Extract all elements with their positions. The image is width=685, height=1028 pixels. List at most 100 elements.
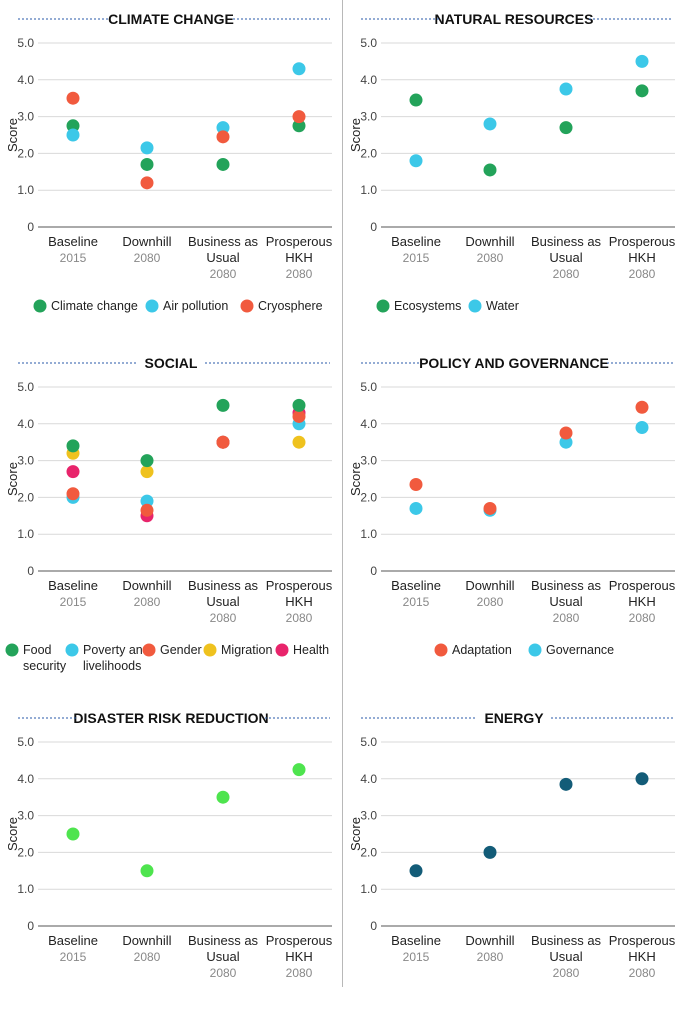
data-point-food-security — [66, 439, 80, 453]
x-category-year: 2015 — [403, 595, 430, 609]
data-point-climate-change — [140, 157, 154, 171]
x-category-label: Usual — [206, 594, 239, 609]
data-point-food-security — [140, 454, 154, 468]
legend-swatch-health — [275, 643, 289, 657]
x-category-year: 2080 — [134, 950, 161, 964]
y-axis-label: Score — [348, 817, 363, 851]
x-category-year: 2080 — [477, 251, 504, 265]
data-point-ecosystems — [409, 93, 423, 107]
y-tick-label: 1.0 — [360, 527, 377, 541]
data-point-migration — [292, 435, 306, 449]
data-point-adaptation — [635, 400, 649, 414]
data-point-adaptation — [559, 426, 573, 440]
legend-swatch-poverty-and-livelihoods — [65, 643, 79, 657]
legend-label: Ecosystems — [394, 299, 461, 313]
x-category-year: 2080 — [553, 267, 580, 281]
panel-energy: ENERGY 0 1.0 2.0 3.0 4.0 5.0 Score Baseline 2015 D… — [343, 699, 685, 1028]
data-point-cryosphere — [216, 130, 230, 144]
panel-natural-resources: NATURAL RESOURCES 0 1.0 2.0 3.0 4.0 5.0 Score Ba… — [343, 0, 685, 329]
data-point-disaster-risk-reduction — [140, 864, 154, 878]
y-tick-label: 4.0 — [17, 772, 34, 786]
legend-label: Water — [486, 299, 519, 313]
y-axis-label: Score — [348, 118, 363, 152]
x-category-year: 2080 — [286, 966, 313, 980]
x-category-label: Downhill — [465, 234, 514, 249]
x-category-label: Usual — [549, 250, 582, 265]
policy-and-governance-title: POLICY AND GOVERNANCE — [419, 355, 609, 371]
data-point-gender — [66, 487, 80, 501]
y-axis-label: Score — [5, 118, 20, 152]
y-tick-label: 1.0 — [17, 183, 34, 197]
x-category-year: 2080 — [629, 611, 656, 625]
y-tick-label: 5.0 — [360, 380, 377, 394]
data-point-air-pollution — [140, 141, 154, 155]
legend-label: Cryosphere — [258, 299, 323, 313]
x-category-label: Usual — [549, 594, 582, 609]
data-point-adaptation — [409, 478, 423, 492]
y-tick-label: 1.0 — [360, 183, 377, 197]
y-tick-label: 3.0 — [360, 110, 377, 124]
data-point-cryosphere — [66, 91, 80, 105]
data-point-gender — [292, 409, 306, 423]
data-point-energy — [559, 777, 573, 791]
data-point-governance — [559, 435, 573, 449]
data-point-climate-change — [216, 157, 230, 171]
y-tick-label: 3.0 — [17, 809, 34, 823]
y-tick-label: 4.0 — [360, 417, 377, 431]
panel-policy-and-governance: POLICY AND GOVERNANCE 0 1.0 2.0 3.0 4.0 5.0 Sco… — [343, 344, 685, 673]
legend-swatch-adaptation — [434, 643, 448, 657]
y-tick-label: 3.0 — [17, 110, 34, 124]
x-category-year: 2015 — [60, 950, 87, 964]
y-tick-label: 0 — [370, 220, 377, 234]
y-axis-label: Score — [5, 462, 20, 496]
y-tick-label: 1.0 — [17, 527, 34, 541]
y-tick-label: 2.0 — [17, 845, 34, 859]
x-category-label: HKH — [628, 594, 655, 609]
x-category-label: Baseline — [48, 578, 98, 593]
legend-label: Migration — [221, 643, 272, 657]
x-category-label: Prosperous — [266, 234, 333, 249]
data-point-ecosystems — [483, 163, 497, 177]
legend-swatch-water — [468, 299, 482, 313]
data-point-governance — [635, 420, 649, 434]
vertical-divider — [342, 0, 343, 987]
energy-title: ENERGY — [484, 710, 544, 726]
social-chart: SOCIAL 0 1.0 2.0 3.0 4.0 5.0 Score Baseline 2015 D… — [5, 355, 333, 673]
x-category-label: HKH — [628, 250, 655, 265]
x-category-label: Usual — [206, 250, 239, 265]
data-point-water — [409, 154, 423, 168]
x-category-year: 2080 — [210, 966, 237, 980]
x-category-year: 2080 — [286, 267, 313, 281]
x-category-year: 2080 — [210, 611, 237, 625]
y-tick-label: 0 — [27, 220, 34, 234]
y-tick-label: 2.0 — [360, 146, 377, 160]
x-category-year: 2080 — [629, 966, 656, 980]
x-category-label: Baseline — [391, 234, 441, 249]
y-axis-label: Score — [5, 817, 20, 851]
data-point-cryosphere — [140, 176, 154, 190]
x-category-label: Downhill — [122, 234, 171, 249]
x-category-year: 2080 — [286, 611, 313, 625]
legend-swatch-governance — [528, 643, 542, 657]
data-point-air-pollution — [66, 128, 80, 142]
y-tick-label: 4.0 — [360, 772, 377, 786]
y-tick-label: 2.0 — [17, 146, 34, 160]
x-category-label: Baseline — [391, 578, 441, 593]
data-point-cryosphere — [292, 110, 306, 124]
x-category-year: 2015 — [60, 251, 87, 265]
y-tick-label: 3.0 — [17, 454, 34, 468]
data-point-water — [635, 54, 649, 68]
x-category-year: 2015 — [403, 950, 430, 964]
data-point-climate-change — [292, 119, 306, 133]
legend-swatch-food-security — [5, 643, 19, 657]
x-category-label: Business as — [188, 234, 259, 249]
x-category-label: Prosperous — [266, 933, 333, 948]
x-category-label: Baseline — [391, 933, 441, 948]
y-tick-label: 0 — [27, 919, 34, 933]
x-category-label: HKH — [628, 949, 655, 964]
y-tick-label: 5.0 — [360, 36, 377, 50]
data-point-disaster-risk-reduction — [66, 827, 80, 841]
y-tick-label: 0 — [27, 564, 34, 578]
climate-change-title: CLIMATE CHANGE — [108, 11, 234, 27]
x-category-year: 2015 — [403, 251, 430, 265]
